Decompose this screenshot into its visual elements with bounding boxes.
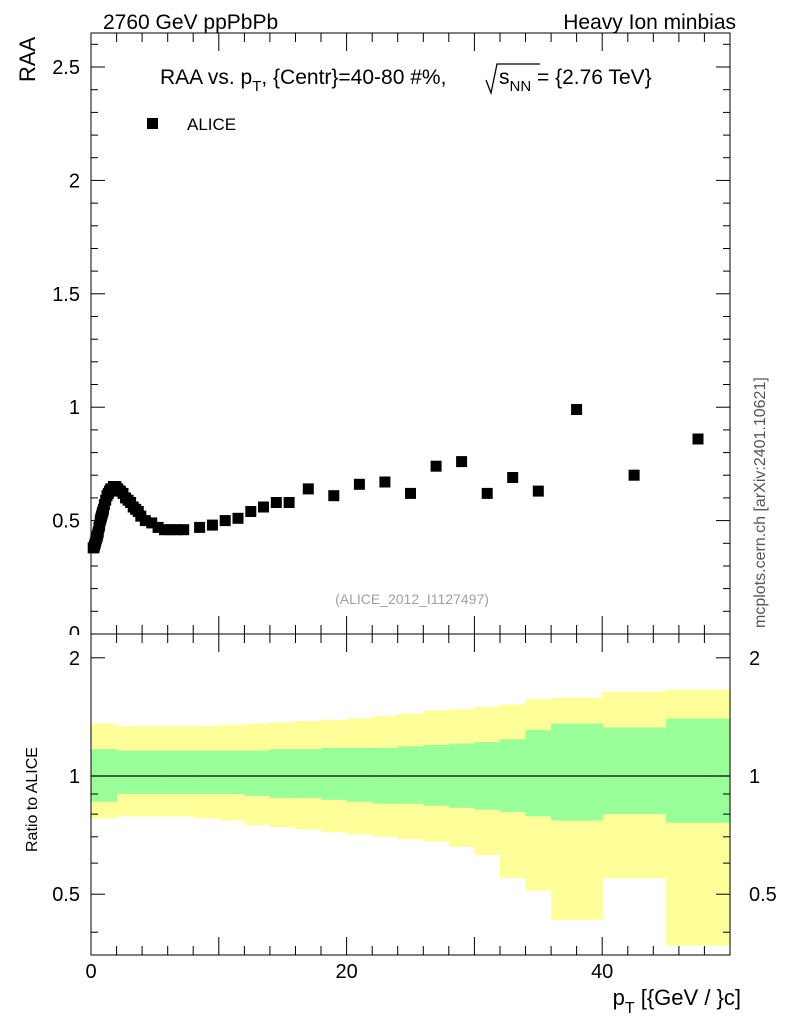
legend: ALICE bbox=[147, 115, 236, 134]
main-y-tick-label: 1 bbox=[69, 397, 80, 419]
legend-marker-icon bbox=[147, 118, 158, 129]
data-point bbox=[328, 490, 340, 502]
ratio-y-tick-label-right: 1 bbox=[749, 766, 760, 788]
ratio-axis-ticks bbox=[90, 634, 731, 955]
inner-band-bin bbox=[295, 749, 322, 798]
ratio-y-tick-label-right: 2 bbox=[749, 648, 760, 670]
energy-label: 2760 GeV ppPbPb bbox=[103, 11, 278, 34]
ratio-frame bbox=[90, 633, 731, 956]
ratio-uncertainty-bands bbox=[91, 689, 731, 946]
ratio-y-tick-label-right: 0.5 bbox=[749, 884, 777, 906]
ratio-y-tick-label-left: 2 bbox=[69, 648, 80, 670]
ratio-y-tick-label-left: 1 bbox=[69, 766, 80, 788]
process-label: Heavy Ion minbias bbox=[563, 11, 736, 34]
data-point bbox=[270, 497, 282, 508]
inner-band-bin bbox=[346, 747, 373, 802]
data-point bbox=[152, 521, 164, 533]
x-tick-label: 20 bbox=[335, 961, 357, 983]
data-point bbox=[302, 483, 314, 495]
inner-band-bin bbox=[244, 750, 271, 796]
inner-band-bin bbox=[218, 750, 245, 794]
inner-band-bin bbox=[321, 747, 348, 800]
zero-label-mask bbox=[60, 635, 88, 649]
ratio-y-axis-label: Ratio to ALICE bbox=[24, 747, 41, 852]
data-point bbox=[206, 519, 218, 531]
main-y-tick-label: 2.5 bbox=[52, 57, 80, 79]
legend-label-alice: ALICE bbox=[187, 115, 236, 134]
inner-band-bin bbox=[193, 750, 220, 794]
x-tick-label: 0 bbox=[85, 961, 96, 983]
title-sqrt-part: sNN = {2.76 TeV} bbox=[499, 66, 652, 95]
main-panel: RAA 0.5 1 1.5 2 2.5 0 (ALICE_2012_I1127497) A… bbox=[15, 32, 731, 649]
inner-band-bin bbox=[269, 749, 297, 798]
watermark: mcplots.cern.ch [arXiv:2401.10621] bbox=[752, 377, 769, 628]
ratio-y-tick-label-left: 0.5 bbox=[52, 884, 80, 906]
inner-band-bin bbox=[116, 750, 143, 794]
data-point bbox=[379, 476, 391, 488]
data-point bbox=[178, 524, 190, 536]
main-y-tick-label: 1.5 bbox=[52, 284, 80, 306]
inner-band-bin bbox=[525, 730, 552, 817]
inner-band-bin bbox=[423, 744, 450, 806]
data-point bbox=[245, 506, 257, 517]
data-point bbox=[258, 501, 269, 513]
main-y-tick-label: 2 bbox=[69, 170, 80, 192]
plot-title: RAA vs. pT, {Centr}=40-80 #%, sNN = {2.7… bbox=[160, 63, 652, 96]
sqrt-sign-icon bbox=[485, 63, 540, 96]
data-point bbox=[353, 478, 365, 490]
data-point bbox=[405, 487, 416, 499]
x-axis-label: pT [{GeV / }c] bbox=[613, 985, 741, 1017]
data-point bbox=[146, 517, 158, 529]
x-tick-labels: 0 20 40 bbox=[85, 961, 613, 983]
data-point bbox=[628, 469, 640, 481]
data-point bbox=[283, 497, 295, 508]
data-point bbox=[481, 487, 493, 499]
data-point bbox=[165, 524, 177, 536]
data-point bbox=[507, 472, 519, 483]
data-point bbox=[456, 456, 468, 468]
main-y-axis-label: RAA bbox=[15, 36, 40, 82]
inner-band-bin bbox=[397, 746, 424, 804]
x-tick-label: 40 bbox=[591, 961, 613, 983]
title-text: RAA vs. pT, {Centr}=40-80 #%, bbox=[160, 66, 446, 95]
main-y-tick-label: 0.5 bbox=[52, 511, 80, 533]
main-y-tick-labels: 0.5 1 1.5 2 2.5 0 bbox=[52, 57, 88, 649]
data-point bbox=[194, 521, 206, 533]
data-point bbox=[171, 524, 183, 536]
inner-band-bin bbox=[602, 727, 667, 815]
ratio-y-tick-labels: 0.5 0.5 1 1 2 2 bbox=[52, 648, 777, 906]
inner-band-bin bbox=[167, 750, 194, 794]
data-point bbox=[232, 512, 244, 524]
ratio-panel: Ratio to ALICE 0.5 0.5 1 1 2 2 0 20 40 pT [{GeV… bbox=[24, 633, 777, 1017]
inner-band-bin bbox=[142, 750, 169, 794]
data-point bbox=[692, 433, 704, 445]
analysis-tag: (ALICE_2012_I1127497) bbox=[335, 591, 489, 607]
inner-band-bin bbox=[666, 718, 731, 823]
data-point bbox=[139, 515, 151, 527]
data-point bbox=[430, 460, 442, 472]
main-data-points bbox=[87, 404, 704, 554]
main-y-tick-label-zero: 0 bbox=[69, 623, 80, 645]
data-point bbox=[571, 404, 583, 415]
data-point bbox=[532, 485, 544, 497]
data-point bbox=[159, 524, 170, 536]
data-point bbox=[219, 515, 231, 527]
inner-band-bin bbox=[551, 723, 603, 821]
